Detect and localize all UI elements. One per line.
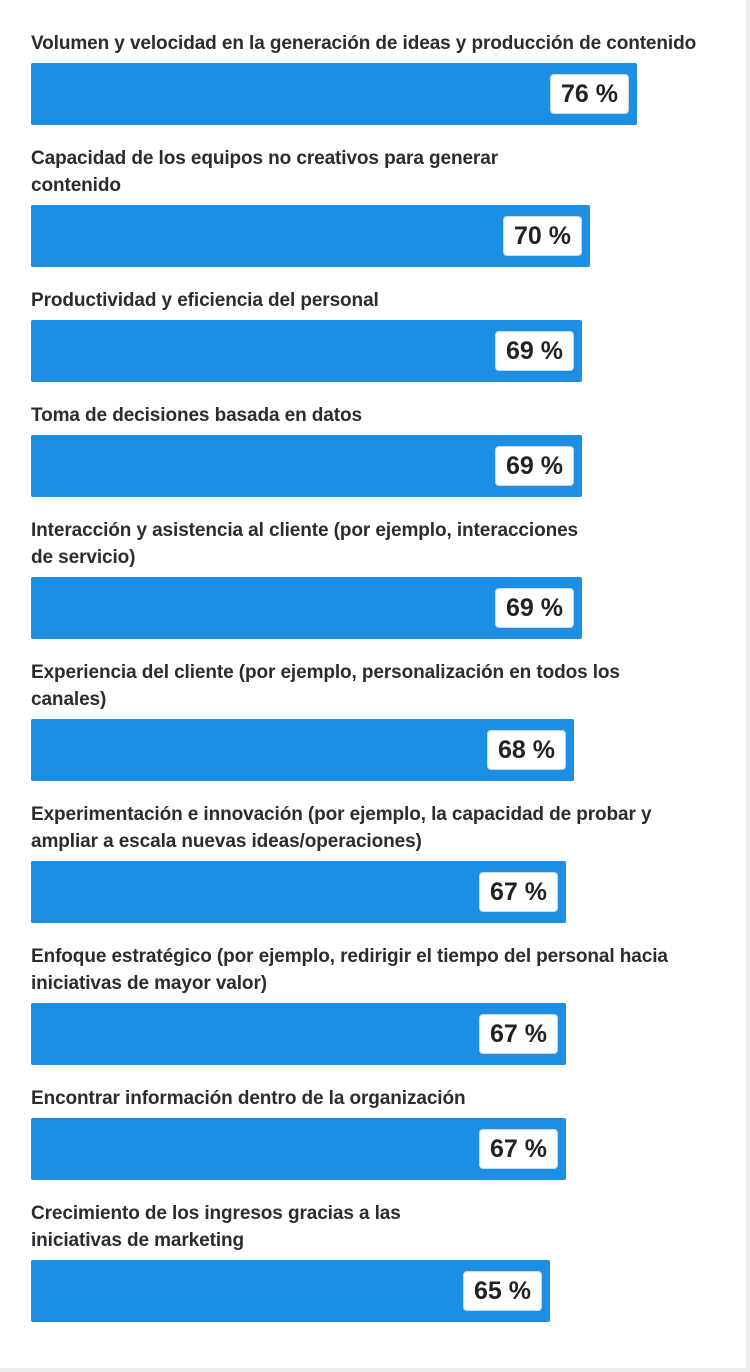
category-label: Capacidad de los equipos no creativos pa… bbox=[31, 145, 721, 199]
category-label-line: Productividad y eficiencia del personal bbox=[31, 290, 379, 311]
value-label: 67 % bbox=[479, 872, 558, 912]
bar: 69 % bbox=[31, 577, 582, 639]
category-label: Encontrar información dentro de la organ… bbox=[31, 1085, 721, 1112]
category-label-line: iniciativas de mayor valor) bbox=[31, 973, 267, 994]
value-label: 70 % bbox=[503, 216, 582, 256]
bar: 69 % bbox=[31, 435, 582, 497]
category-label-line: Crecimiento de los ingresos gracias a la… bbox=[31, 1203, 401, 1224]
category-label-line: iniciativas de marketing bbox=[31, 1230, 245, 1251]
category-label: Toma de decisiones basada en datos bbox=[31, 402, 721, 429]
category-label-line: ampliar a escala nuevas ideas/operacione… bbox=[31, 831, 422, 852]
category-label-line: Interacción y asistencia al cliente (por… bbox=[31, 520, 579, 541]
bar: 67 % bbox=[31, 1003, 566, 1065]
category-label-line: Enfoque estratégico (por ejemplo, rediri… bbox=[31, 946, 668, 967]
category-label: Experimentación e innovación (por ejempl… bbox=[31, 801, 721, 855]
bar: 67 % bbox=[31, 1118, 566, 1180]
bar: 70 % bbox=[31, 205, 590, 267]
bar: 67 % bbox=[31, 861, 566, 923]
category-label-line: Encontrar información dentro de la organ… bbox=[31, 1088, 466, 1109]
category-label: Productividad y eficiencia del personal bbox=[31, 287, 721, 314]
category-label-line: contenido bbox=[31, 175, 121, 196]
value-label: 76 % bbox=[550, 74, 629, 114]
value-label: 69 % bbox=[495, 331, 574, 371]
category-label: Enfoque estratégico (por ejemplo, rediri… bbox=[31, 943, 721, 997]
value-label: 67 % bbox=[479, 1014, 558, 1054]
category-label-line: Toma de decisiones basada en datos bbox=[31, 405, 362, 426]
category-label-line: Capacidad de los equipos no creativos pa… bbox=[31, 148, 498, 169]
bar: 69 % bbox=[31, 320, 582, 382]
value-label: 65 % bbox=[463, 1271, 542, 1311]
category-label: Interacción y asistencia al cliente (por… bbox=[31, 517, 721, 571]
category-label-line: Volumen y velocidad en la generación de … bbox=[31, 33, 697, 54]
bar: 76 % bbox=[31, 63, 637, 125]
category-label-line: Experimentación e innovación (por ejempl… bbox=[31, 804, 652, 825]
value-label: 69 % bbox=[495, 446, 574, 486]
category-label: Crecimiento de los ingresos gracias a la… bbox=[31, 1200, 721, 1254]
category-label-line: de servicio) bbox=[31, 547, 136, 568]
value-label: 68 % bbox=[487, 730, 566, 770]
category-label-line: canales) bbox=[31, 689, 107, 710]
value-label: 67 % bbox=[479, 1129, 558, 1169]
category-label: Experiencia del cliente (por ejemplo, pe… bbox=[31, 659, 721, 713]
category-label: Volumen y velocidad en la generación de … bbox=[31, 30, 721, 57]
category-label-line: Experiencia del cliente (por ejemplo, pe… bbox=[31, 662, 620, 683]
bar: 68 % bbox=[31, 719, 574, 781]
value-label: 69 % bbox=[495, 588, 574, 628]
bar: 65 % bbox=[31, 1260, 550, 1322]
